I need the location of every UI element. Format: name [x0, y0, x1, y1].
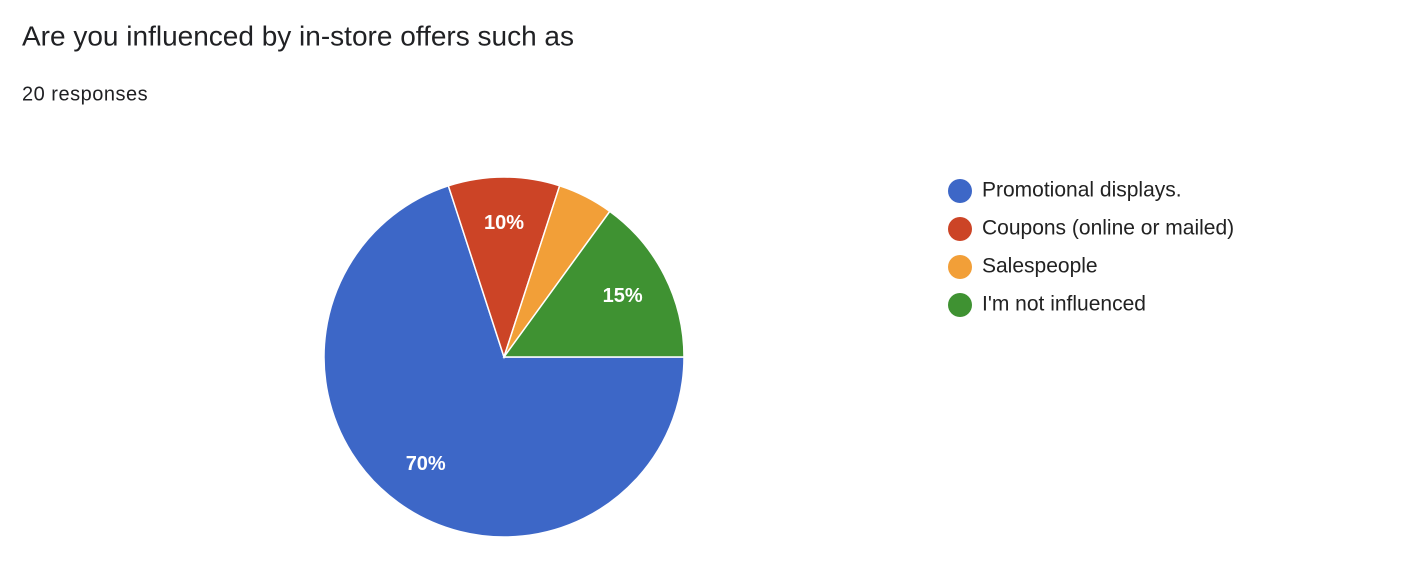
pie-slice	[323, 184, 685, 538]
slice-label: 10%	[484, 212, 524, 234]
legend-label: Promotional displays.	[982, 179, 1182, 202]
legend-marker	[948, 255, 972, 279]
pie-slice	[502, 210, 685, 358]
legend-label: Coupons (online or mailed)	[982, 217, 1234, 240]
slice-label: 15%	[603, 285, 643, 307]
legend-marker	[948, 217, 972, 241]
legend-marker	[948, 179, 972, 203]
chart-subtitle: 20 responses	[22, 83, 148, 105]
legend-label: I'm not influenced	[982, 293, 1146, 316]
slice-label: 70%	[406, 453, 446, 475]
legend-marker	[948, 293, 972, 317]
pie-slice	[447, 176, 561, 360]
chart-title: Are you influenced by in-store offers su…	[22, 20, 574, 51]
legend-label: Salespeople	[982, 255, 1098, 278]
